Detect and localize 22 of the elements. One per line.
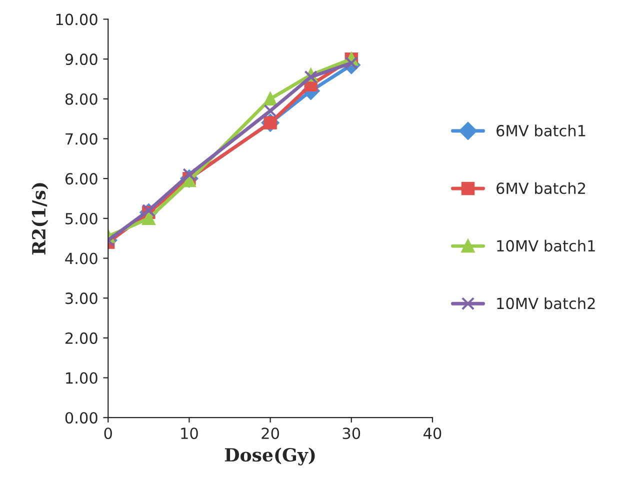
- legend-label: 6MV batch1: [496, 124, 586, 136]
- y-tick-label: 8.00: [65, 93, 98, 105]
- y-axis-title: R2(1/s): [32, 183, 48, 255]
- x-axis-title: Dose(Gy): [224, 448, 315, 466]
- y-tick-label: 0.00: [65, 412, 98, 424]
- x-tick-label: 20: [262, 428, 280, 440]
- y-tick-label: 3.00: [66, 292, 98, 304]
- legend-label: 6MV batch2: [496, 182, 586, 194]
- y-tick-label: 5.00: [66, 212, 98, 224]
- legend-label: 10MV batch2: [497, 297, 595, 310]
- x-tick-label: 40: [424, 428, 442, 440]
- y-tick-label: 7.00: [66, 133, 98, 145]
- y-tick-label: 2.00: [66, 332, 98, 344]
- y-tick-label: 4.00: [65, 252, 98, 264]
- legend-label: 10MV batch1: [497, 240, 595, 252]
- y-tick-label: 6.00: [65, 173, 98, 185]
- y-tick-label: 1.00: [66, 372, 98, 384]
- x-tick-label: 0: [104, 428, 112, 440]
- y-tick-label: 10.00: [56, 14, 98, 26]
- x-tick-label: 30: [342, 428, 360, 440]
- y-tick-label: 9.00: [65, 54, 98, 66]
- x-tick-label: 10: [181, 428, 198, 440]
